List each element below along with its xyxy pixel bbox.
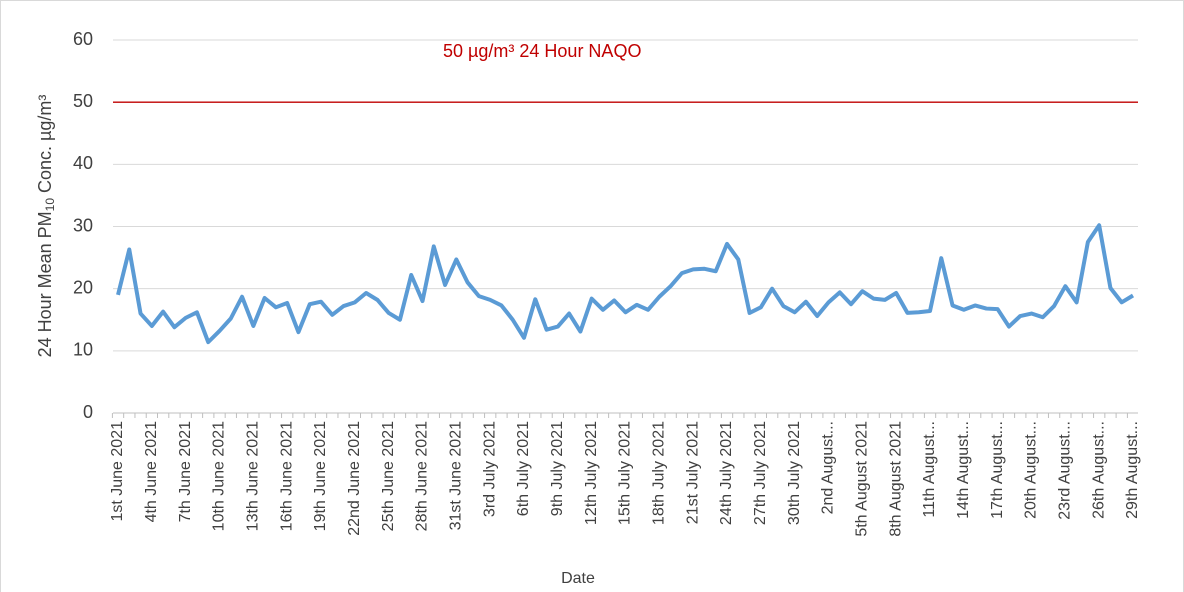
x-tick-label: 15th July 2021 (617, 421, 634, 525)
y-tick-label: 10 (73, 340, 93, 360)
x-tick-label: 22nd June 2021 (346, 421, 363, 536)
y-axis-title-main: 24 Hour Mean PM (35, 211, 55, 357)
x-tick-label: 2nd August... (820, 421, 837, 514)
y-tick-label: 40 (73, 153, 93, 173)
x-tick-label: 26th August... (1090, 421, 1107, 519)
x-tick-label: 24th July 2021 (718, 421, 735, 525)
x-tick-label: 16th June 2021 (278, 421, 295, 531)
x-tick-label: 30th July 2021 (786, 421, 803, 525)
x-tick-label: 17th August... (989, 421, 1006, 519)
y-tick-label: 50 (73, 91, 93, 111)
y-axis-title-sub: 10 (43, 198, 57, 212)
y-tick-label: 30 (73, 215, 93, 235)
x-tick-label: 6th July 2021 (515, 421, 532, 516)
x-tick-label: 3rd July 2021 (481, 421, 498, 517)
x-axis-title: Date (561, 570, 595, 587)
threshold-label: 50 µg/m³ 24 Hour NAQO (443, 41, 641, 61)
x-tick-label: 8th August 2021 (887, 421, 904, 537)
y-tick-label: 20 (73, 277, 93, 297)
x-tick-label: 27th July 2021 (752, 421, 769, 525)
data-line (116, 223, 1135, 345)
x-tick-label: 12th July 2021 (583, 421, 600, 525)
y-axis-title-suffix: Conc. µg/m³ (35, 95, 55, 198)
y-axis-title: 24 Hour Mean PM10 Conc. µg/m³ (35, 95, 57, 358)
x-tick-label: 19th June 2021 (312, 421, 329, 531)
x-tick-label: 23rd August... (1057, 421, 1074, 520)
x-tick-label: 18th July 2021 (651, 421, 668, 525)
x-tick-label: 9th July 2021 (549, 421, 566, 516)
y-tick-label: 60 (73, 29, 93, 49)
x-tick-label: 13th June 2021 (245, 421, 262, 531)
x-tick-label: 7th June 2021 (177, 421, 194, 523)
x-tick-label: 20th August... (1023, 421, 1040, 519)
x-tick-label: 1st June 2021 (109, 421, 126, 522)
x-tick-label: 28th June 2021 (414, 421, 431, 531)
y-tick-label: 0 (83, 402, 93, 422)
x-tick-label: 10th June 2021 (211, 421, 228, 531)
x-tick-label: 4th June 2021 (143, 421, 160, 523)
x-tick-label: 31st June 2021 (448, 421, 465, 531)
x-tick-label: 14th August... (955, 421, 972, 519)
x-tick-label: 11th August... (921, 421, 938, 518)
x-tick-label: 5th August 2021 (854, 421, 871, 537)
x-tick-label: 21st July 2021 (684, 421, 701, 524)
x-tick-label: 29th August... (1124, 421, 1141, 519)
x-tick-label: 25th June 2021 (380, 421, 397, 531)
